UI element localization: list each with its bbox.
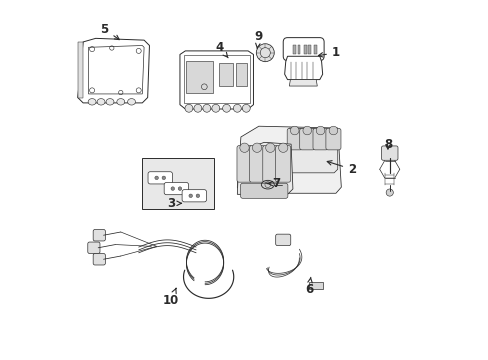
FancyBboxPatch shape <box>381 146 397 160</box>
Circle shape <box>290 126 298 135</box>
FancyBboxPatch shape <box>325 129 340 150</box>
Polygon shape <box>284 56 322 80</box>
Polygon shape <box>180 51 253 109</box>
FancyBboxPatch shape <box>299 129 314 150</box>
Bar <box>186 60 213 93</box>
Circle shape <box>303 126 311 135</box>
FancyBboxPatch shape <box>93 253 105 265</box>
FancyBboxPatch shape <box>262 145 277 182</box>
FancyBboxPatch shape <box>237 145 251 182</box>
Text: 1: 1 <box>318 46 339 59</box>
FancyBboxPatch shape <box>240 183 287 198</box>
Bar <box>308 45 310 54</box>
Text: 4: 4 <box>215 41 227 58</box>
FancyBboxPatch shape <box>275 234 290 246</box>
FancyBboxPatch shape <box>182 190 206 202</box>
Text: 6: 6 <box>305 277 312 296</box>
Polygon shape <box>237 126 341 193</box>
Bar <box>142 158 214 209</box>
Text: 9: 9 <box>254 30 263 49</box>
Circle shape <box>239 143 249 152</box>
Polygon shape <box>78 39 149 103</box>
Text: 7: 7 <box>266 177 280 190</box>
Text: 2: 2 <box>326 161 355 176</box>
Ellipse shape <box>203 104 210 112</box>
Circle shape <box>196 194 199 198</box>
FancyBboxPatch shape <box>283 38 324 60</box>
Ellipse shape <box>88 99 96 105</box>
Bar <box>303 45 306 54</box>
Bar <box>297 45 300 54</box>
Circle shape <box>386 189 392 196</box>
Circle shape <box>188 194 192 198</box>
Circle shape <box>265 143 274 152</box>
Polygon shape <box>78 42 83 98</box>
Ellipse shape <box>106 99 114 105</box>
Circle shape <box>171 187 174 190</box>
Text: 10: 10 <box>163 288 179 307</box>
Circle shape <box>162 176 165 180</box>
Circle shape <box>178 187 182 190</box>
Ellipse shape <box>233 104 241 112</box>
Polygon shape <box>289 80 317 86</box>
Polygon shape <box>287 128 337 173</box>
FancyBboxPatch shape <box>164 183 188 195</box>
Circle shape <box>256 44 274 62</box>
Circle shape <box>328 126 337 135</box>
Text: 5: 5 <box>101 23 119 40</box>
Bar <box>313 45 316 54</box>
Ellipse shape <box>194 104 202 112</box>
Text: 8: 8 <box>383 138 391 150</box>
FancyBboxPatch shape <box>249 145 264 182</box>
Bar <box>292 45 295 54</box>
Ellipse shape <box>117 99 124 105</box>
Circle shape <box>252 143 261 152</box>
Text: 3: 3 <box>166 197 181 210</box>
Bar <box>308 282 323 289</box>
Ellipse shape <box>184 104 192 112</box>
Circle shape <box>155 176 158 180</box>
FancyBboxPatch shape <box>88 242 100 253</box>
Polygon shape <box>237 142 292 194</box>
Circle shape <box>278 143 287 152</box>
Ellipse shape <box>127 99 135 105</box>
FancyBboxPatch shape <box>275 145 290 182</box>
Ellipse shape <box>242 104 250 112</box>
FancyBboxPatch shape <box>312 129 327 150</box>
Ellipse shape <box>211 104 219 112</box>
Bar <box>218 63 233 86</box>
Ellipse shape <box>97 99 105 105</box>
FancyBboxPatch shape <box>93 229 105 241</box>
Ellipse shape <box>222 104 230 112</box>
Bar <box>236 63 246 86</box>
FancyBboxPatch shape <box>286 129 302 150</box>
Circle shape <box>316 126 324 135</box>
FancyBboxPatch shape <box>148 172 172 184</box>
